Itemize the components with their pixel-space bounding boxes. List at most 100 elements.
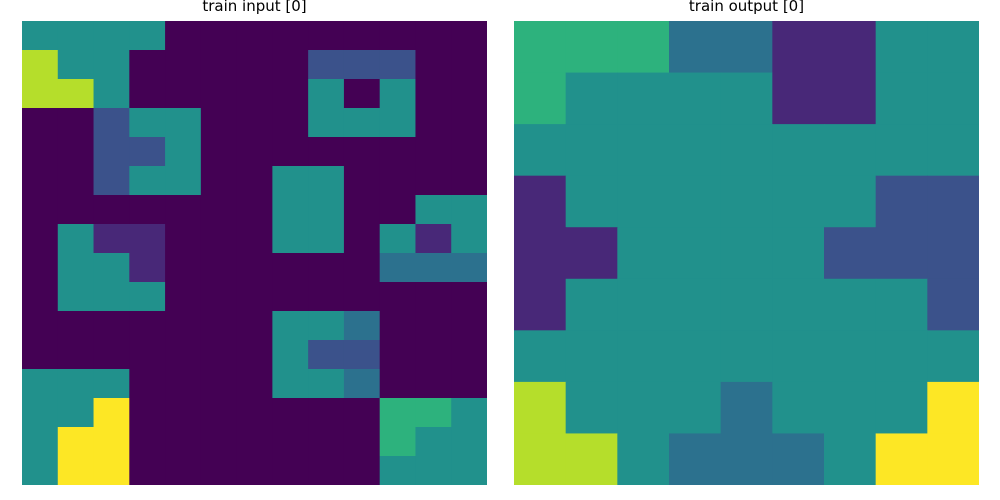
grid-cell	[93, 253, 130, 283]
grid-cell	[200, 311, 238, 341]
grid-cell	[617, 124, 670, 177]
output-grid	[514, 21, 979, 485]
grid-cell	[415, 282, 452, 312]
grid-cell	[565, 21, 618, 74]
grid-cell	[451, 253, 487, 283]
grid-cell	[772, 381, 825, 435]
grid-cell	[93, 195, 130, 225]
grid-cell	[720, 227, 773, 280]
grid-cell	[22, 340, 59, 370]
grid-cell	[308, 369, 345, 399]
grid-cell	[165, 50, 202, 80]
grid-cell	[875, 21, 928, 74]
grid-cell	[272, 340, 309, 370]
grid-cell	[236, 427, 273, 457]
grid-cell	[93, 50, 130, 80]
grid-cell	[379, 224, 417, 254]
grid-cell	[451, 195, 487, 225]
grid-cell	[22, 369, 59, 399]
grid-cell	[308, 253, 345, 283]
grid-cell	[415, 50, 452, 80]
grid-cell	[875, 381, 928, 435]
grid-cell	[720, 175, 773, 228]
grid-cell	[927, 21, 979, 74]
grid-cell	[824, 381, 877, 435]
grid-cell	[415, 21, 452, 51]
grid-cell	[200, 21, 238, 51]
grid-cell	[272, 282, 309, 312]
grid-cell	[617, 227, 670, 280]
grid-cell	[57, 195, 95, 225]
grid-cell	[129, 311, 166, 341]
grid-cell	[451, 166, 487, 196]
grid-cell	[451, 108, 487, 138]
grid-cell	[343, 282, 381, 312]
grid-cell	[875, 278, 928, 331]
grid-cell	[875, 124, 928, 177]
grid-cell	[200, 137, 238, 167]
grid-cell	[343, 456, 381, 485]
grid-cell	[308, 398, 345, 428]
grid-cell	[165, 137, 202, 167]
grid-cell	[824, 433, 877, 485]
grid-cell	[165, 166, 202, 196]
grid-cell	[93, 137, 130, 167]
grid-cell	[669, 175, 722, 228]
grid-cell	[415, 79, 452, 109]
grid-cell	[824, 278, 877, 331]
grid-cell	[379, 50, 417, 80]
grid-cell	[379, 195, 417, 225]
grid-cell	[200, 456, 238, 485]
grid-cell	[272, 79, 309, 109]
grid-cell	[451, 21, 487, 51]
grid-cell	[272, 166, 309, 196]
grid-cell	[772, 21, 825, 74]
grid-cell	[57, 398, 95, 428]
grid-cell	[165, 427, 202, 457]
grid-cell	[129, 50, 166, 80]
grid-cell	[22, 50, 59, 80]
grid-cell	[57, 456, 95, 485]
grid-cell	[379, 108, 417, 138]
grid-cell	[772, 72, 825, 125]
grid-cell	[343, 108, 381, 138]
grid-cell	[308, 50, 345, 80]
grid-cell	[22, 427, 59, 457]
grid-cell	[772, 124, 825, 177]
grid-cell	[22, 137, 59, 167]
grid-cell	[565, 433, 618, 485]
grid-cell	[272, 398, 309, 428]
grid-cell	[514, 175, 567, 228]
grid-cell	[824, 72, 877, 125]
grid-cell	[129, 108, 166, 138]
grid-cell	[129, 79, 166, 109]
input-grid	[22, 21, 487, 485]
grid-cell	[875, 72, 928, 125]
grid-cell	[343, 253, 381, 283]
grid-cell	[451, 224, 487, 254]
grid-cell	[875, 175, 928, 228]
grid-cell	[379, 166, 417, 196]
grid-cell	[720, 381, 773, 435]
grid-cell	[379, 340, 417, 370]
grid-cell	[565, 330, 618, 383]
grid-cell	[927, 175, 979, 228]
grid-cell	[129, 224, 166, 254]
grid-cell	[165, 108, 202, 138]
grid-cell	[57, 282, 95, 312]
grid-cell	[200, 166, 238, 196]
grid-cell	[129, 398, 166, 428]
output-grid-title: train output [0]	[688, 0, 805, 15]
grid-cell	[22, 456, 59, 485]
grid-cell	[824, 227, 877, 280]
grid-cell	[451, 282, 487, 312]
grid-cell	[669, 21, 722, 74]
grid-cell	[236, 224, 273, 254]
grid-cell	[236, 398, 273, 428]
grid-cell	[415, 311, 452, 341]
grid-cell	[93, 79, 130, 109]
grid-cell	[308, 108, 345, 138]
grid-cell	[57, 253, 95, 283]
grid-cell	[927, 433, 979, 485]
grid-cell	[129, 369, 166, 399]
